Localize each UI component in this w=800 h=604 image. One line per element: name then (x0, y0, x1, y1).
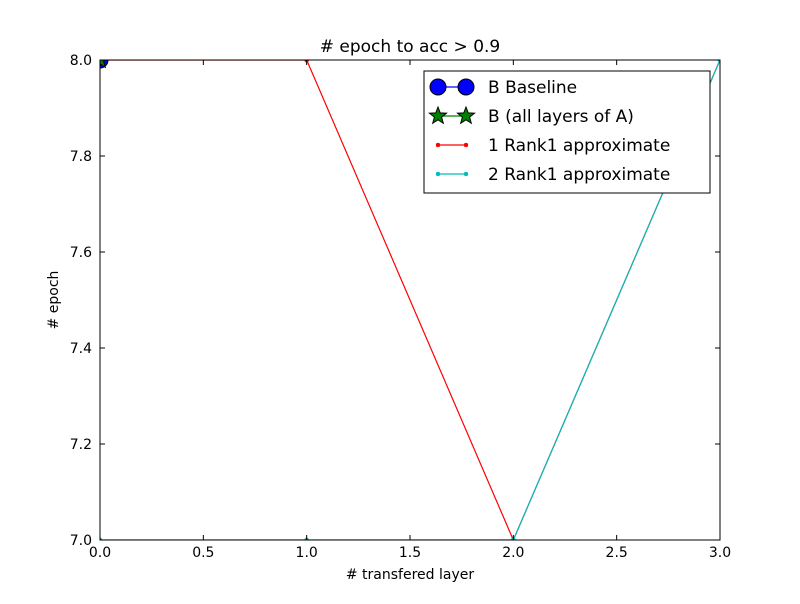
legend-entry-3: 1 Rank1 approximate (435, 136, 670, 156)
legend: B Baseline B (all layers of A) 1 Rank1 app… (423, 70, 711, 194)
y-tick-label: 7.6 (70, 245, 92, 261)
series-4-line (100, 60, 720, 540)
y-tick-label: 7.8 (70, 149, 92, 165)
chart-title: # epoch to acc > 0.9 (320, 37, 501, 57)
y-tick-label: 8.0 (70, 53, 92, 69)
legend-entry-1: B Baseline (429, 78, 577, 98)
y-tick-label: 7.2 (70, 437, 92, 453)
y-tick-label: 7.0 (70, 533, 92, 549)
y-tick-label: 7.4 (70, 341, 92, 357)
series-2-point-1 (100, 60, 107, 69)
y-axis-title: # epoch (46, 271, 62, 330)
legend-entry-4: 2 Rank1 approximate (435, 165, 670, 185)
legend-entry-2: B (all layers of A) (428, 105, 634, 127)
series-2-group (100, 60, 107, 69)
x-tick-label: 1.0 (296, 545, 318, 561)
x-tick-label: 0.5 (192, 545, 214, 561)
x-tick-label: 1.5 (399, 545, 421, 561)
legend-entry-2-marker-end (456, 105, 476, 125)
legend-entry-1-marker-start (429, 78, 447, 96)
legend-entry-3-marker-start (435, 142, 441, 148)
x-tick-label: 0.0 (89, 545, 111, 561)
legend-entry-1-label: B Baseline (488, 78, 577, 98)
legend-entry-4-label: 2 Rank1 approximate (488, 165, 670, 185)
legend-entry-2-marker-start (428, 105, 448, 125)
legend-entry-1-marker-end (457, 78, 475, 96)
legend-entry-4-marker-start (435, 171, 441, 177)
x-tick-label: 2.0 (502, 545, 524, 561)
legend-entry-4-marker-end (463, 171, 469, 177)
x-tick-label: 2.5 (606, 545, 628, 561)
legend-entry-3-marker-end (463, 142, 469, 148)
x-tick-label: 3.0 (709, 545, 731, 561)
tick-layer: 0.0 0.5 1.0 1.5 2.0 2.5 3.0 7.0 7.2 7.4 7.6 7.8 8.0 (70, 53, 731, 561)
x-axis-title: # transfered layer (346, 567, 474, 583)
legend-entry-2-label: B (all layers of A) (488, 107, 634, 127)
legend-entry-3-label: 1 Rank1 approximate (488, 136, 670, 156)
